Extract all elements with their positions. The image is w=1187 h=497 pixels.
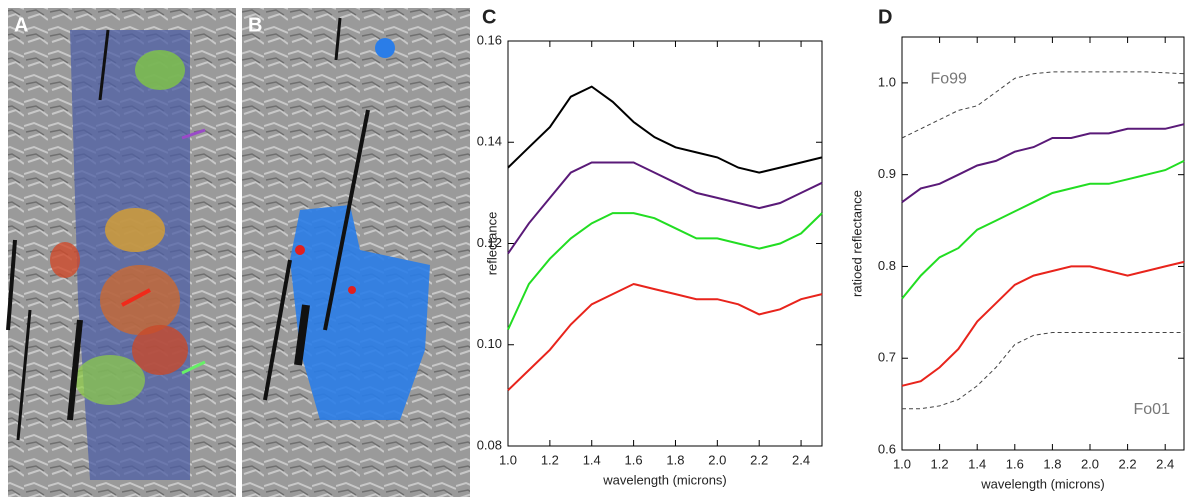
x-axis-label: wavelength (microns) [602,472,727,487]
x-tick-label: 1.8 [1043,456,1061,471]
series-line [507,282,823,392]
series-line [901,260,1185,387]
plot-frame [901,36,1185,451]
series-annotation: Fo01 [1134,401,1171,418]
y-axis-label: ratioed reflectance [849,190,864,297]
x-tick-label: 1.0 [893,456,911,471]
y-tick-label: 0.12 [477,235,502,250]
x-tick-label: 2.4 [1156,456,1174,471]
x-tick-label: 2.4 [792,452,810,467]
x-axis-label: wavelength (microns) [980,476,1105,491]
panel-label: D [878,6,892,28]
x-tick-label: 1.4 [583,452,601,467]
y-tick-label: 0.10 [477,336,502,351]
panel-label: A [14,14,28,36]
series-line [902,332,1184,410]
series-line [901,71,1185,139]
y-tick-label: 0.8 [878,258,896,273]
y-tick-label: 0.08 [477,437,502,452]
x-tick-label: 1.6 [625,452,643,467]
y-tick-label: 0.16 [477,32,502,47]
y-tick-label: 0.6 [878,441,896,456]
panel-label: C [482,6,496,28]
x-tick-label: 2.2 [1119,456,1137,471]
image-panel-a: A [6,8,236,497]
series-line [507,161,823,255]
x-tick-label: 2.2 [750,452,768,467]
y-tick-label: 1.0 [878,74,896,89]
panel-label: B [248,14,262,36]
x-tick-label: 1.2 [931,456,949,471]
series-line [901,123,1185,204]
plot-frame [507,40,823,447]
series-line [507,85,823,174]
image-panel-b: B [242,8,470,497]
y-tick-label: 0.14 [477,134,502,149]
series-line [901,160,1185,300]
x-tick-label: 1.4 [968,456,986,471]
y-tick-label: 0.7 [878,350,896,365]
x-tick-label: 2.0 [1081,456,1099,471]
series-line [507,212,823,331]
x-tick-label: 1.8 [666,452,684,467]
x-tick-label: 1.2 [541,452,559,467]
y-axis-label: reflectance [484,212,499,276]
x-tick-label: 1.0 [499,452,517,467]
y-tick-label: 0.9 [878,166,896,181]
series-annotation: Fo99 [930,71,967,88]
x-tick-label: 1.6 [1006,456,1024,471]
x-tick-label: 2.0 [708,452,726,467]
